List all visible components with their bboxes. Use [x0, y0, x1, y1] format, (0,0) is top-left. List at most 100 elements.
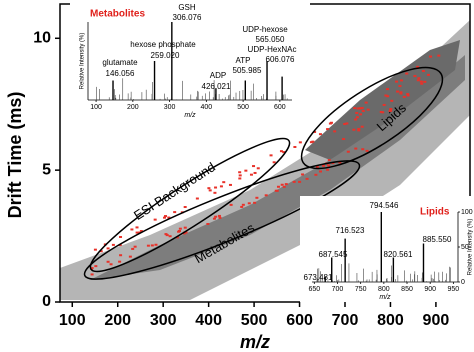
y-axis-title: Drift Time (ms): [5, 92, 25, 219]
red-feature: [139, 230, 143, 233]
red-feature: [253, 201, 257, 204]
red-feature: [208, 189, 212, 192]
red-feature: [90, 273, 94, 276]
red-feature: [240, 205, 244, 208]
x-tick-label: 650: [308, 286, 320, 293]
red-feature: [318, 133, 322, 136]
x-tick-label: 200: [104, 312, 131, 329]
red-feature: [229, 203, 233, 206]
red-feature: [315, 166, 319, 169]
red-feature: [264, 194, 268, 197]
y-tick-label: 0: [42, 293, 51, 310]
peak-label: 687.545: [319, 250, 348, 259]
x-tick-label: 750: [355, 286, 367, 293]
x-tick-label: 500: [237, 104, 249, 111]
red-feature: [219, 185, 223, 188]
red-feature: [381, 111, 385, 114]
x-tick-label: 700: [332, 312, 359, 329]
x-tick-label: 400: [201, 104, 213, 111]
red-feature: [361, 148, 365, 151]
red-feature: [217, 214, 221, 217]
red-feature: [355, 116, 359, 119]
red-feature: [399, 91, 403, 94]
peak-label: 505.985: [233, 66, 262, 75]
x-axis-title: m/z: [240, 332, 270, 352]
inset-background: [70, 0, 310, 122]
red-features: [90, 54, 441, 276]
red-feature: [146, 244, 150, 247]
peak-label: 565.050: [256, 35, 285, 44]
red-feature: [128, 255, 132, 258]
red-feature: [314, 173, 318, 176]
red-feature: [292, 180, 296, 183]
red-feature: [244, 169, 248, 172]
x-tick-label: 300: [150, 312, 177, 329]
y-tick-label: 5: [42, 161, 51, 178]
red-feature: [135, 231, 139, 234]
red-feature: [178, 227, 182, 230]
red-feature: [327, 164, 331, 167]
red-feature: [212, 217, 216, 220]
red-feature: [413, 75, 417, 78]
red-feature: [313, 130, 317, 133]
red-feature: [131, 247, 135, 250]
red-feature: [355, 111, 359, 114]
x-tick-label: 600: [274, 104, 286, 111]
ellipse: [300, 66, 444, 170]
x-tick-label: 900: [424, 286, 436, 293]
red-feature: [322, 164, 326, 167]
red-feature: [175, 236, 179, 239]
red-feature: [327, 159, 331, 162]
red-feature: [183, 226, 187, 229]
red-feature: [353, 107, 357, 110]
red-feature: [359, 113, 363, 116]
y-tick-label: 50: [461, 244, 469, 251]
red-feature: [345, 122, 349, 125]
red-feature: [164, 233, 168, 236]
red-feature: [426, 73, 430, 76]
red-feature: [382, 103, 386, 106]
y-tick-label: 100: [461, 209, 473, 216]
x-tick-label: 100: [59, 312, 86, 329]
red-feature: [118, 260, 122, 263]
x-tick-label: 700: [332, 286, 344, 293]
peak-label: 306.076: [173, 13, 202, 22]
red-feature: [282, 151, 286, 154]
red-feature: [222, 181, 226, 184]
red-feature: [154, 243, 158, 246]
inset-title: Metabolites: [90, 9, 145, 20]
red-feature: [165, 234, 169, 237]
inset-x-label: m/z: [184, 112, 196, 119]
x-tick-label: 400: [195, 312, 222, 329]
red-feature: [135, 226, 139, 229]
red-feature: [247, 202, 251, 205]
red-feature: [406, 94, 410, 97]
red-feature: [282, 185, 286, 188]
red-feature: [93, 248, 97, 251]
x-tick-label: 800: [377, 312, 404, 329]
red-feature: [329, 121, 333, 124]
red-feature: [395, 80, 399, 83]
red-feature: [109, 263, 113, 266]
red-feature: [164, 215, 168, 218]
peak-label: 606.076: [266, 55, 295, 64]
red-feature: [206, 222, 210, 225]
red-feature: [153, 218, 157, 221]
red-feature: [364, 101, 368, 104]
red-feature: [111, 243, 115, 246]
red-feature: [178, 230, 182, 233]
peak-name: glutamate: [102, 58, 138, 67]
x-tick-label: 200: [127, 104, 139, 111]
red-feature: [398, 85, 402, 88]
red-feature: [106, 260, 110, 263]
red-feature: [390, 99, 394, 102]
peak-label: 820.561: [384, 250, 413, 259]
red-feature: [214, 186, 218, 189]
red-feature: [402, 95, 406, 98]
red-feature: [360, 125, 364, 128]
peak-name: UDP-hexose: [242, 25, 288, 34]
red-feature: [119, 254, 123, 257]
red-feature: [253, 171, 257, 174]
peak-name: GSH: [178, 3, 196, 12]
